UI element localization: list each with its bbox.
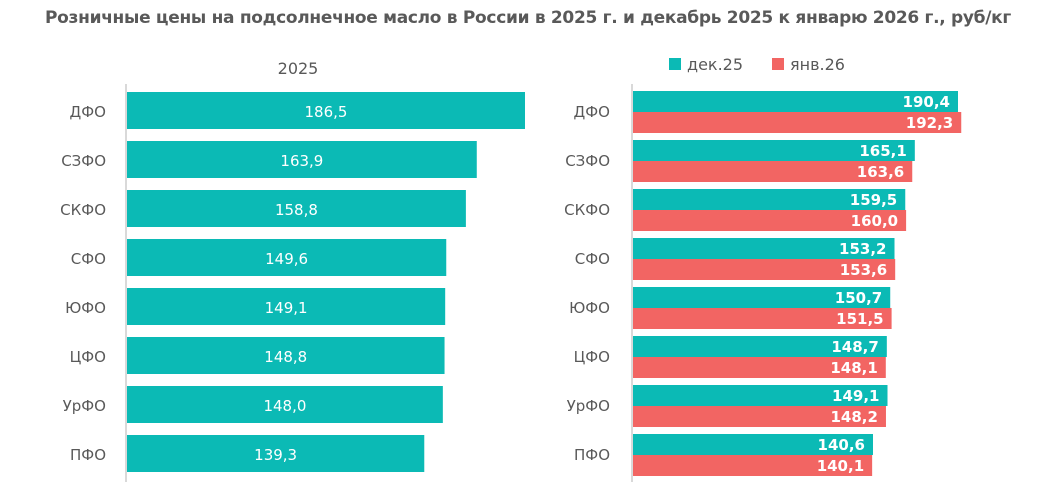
bar [127, 239, 447, 276]
bar [633, 210, 907, 231]
bar [633, 357, 886, 378]
data-label: 151,5 [836, 310, 883, 328]
category-label: СЗФО [565, 152, 610, 170]
data-label: 148,8 [264, 348, 307, 366]
data-label: 190,4 [903, 93, 950, 111]
data-label: 148,0 [263, 397, 306, 415]
data-label: 153,2 [839, 240, 886, 258]
category-label: СЗФО [61, 152, 106, 170]
category-label: ЮФО [65, 299, 106, 317]
bar [633, 406, 886, 427]
data-label: 140,1 [817, 457, 864, 475]
category-label: ПФО [574, 446, 610, 464]
bar [127, 337, 445, 374]
bar [127, 435, 425, 472]
bar [127, 141, 477, 178]
data-label: 186,5 [305, 103, 348, 121]
data-label: 163,6 [857, 163, 904, 181]
data-label: 163,9 [280, 152, 323, 170]
data-label: 148,7 [831, 338, 878, 356]
category-label: ЮФО [569, 299, 610, 317]
bar [633, 336, 887, 357]
data-label: 139,3 [254, 446, 297, 464]
category-label: ДФО [574, 103, 610, 121]
legend-swatch [772, 58, 784, 70]
bar [633, 112, 962, 133]
bar [633, 434, 873, 455]
bar [633, 140, 915, 161]
bar [633, 161, 913, 182]
bar [633, 189, 906, 210]
legend-swatch [669, 58, 681, 70]
bar [633, 238, 895, 259]
bar [633, 308, 892, 329]
bar [633, 259, 896, 280]
bar [633, 287, 891, 308]
data-label: 165,1 [859, 142, 906, 160]
bar [633, 91, 958, 112]
bar [127, 92, 525, 129]
bar [127, 386, 443, 423]
bar [633, 455, 873, 476]
category-label: ПФО [70, 446, 106, 464]
bar [127, 190, 466, 227]
data-label: 148,1 [830, 359, 877, 377]
legend-label: дек.25 [687, 55, 743, 74]
subchart-title: 2025 [278, 59, 319, 78]
data-label: 149,6 [265, 250, 308, 268]
data-label: 158,8 [275, 201, 318, 219]
bar [127, 288, 446, 325]
data-label: 148,2 [831, 408, 878, 426]
data-label: 153,6 [840, 261, 887, 279]
category-label: СКФО [60, 201, 106, 219]
category-label: ЦФО [574, 348, 610, 366]
chart-title: Розничные цены на подсолнечное масло в Р… [45, 8, 1011, 28]
category-label: СФО [575, 250, 610, 268]
category-label: ДФО [70, 103, 106, 121]
category-label: УрФО [567, 397, 610, 415]
data-label: 150,7 [835, 289, 882, 307]
legend-label: янв.26 [790, 55, 845, 74]
data-label: 149,1 [832, 387, 879, 405]
data-label: 192,3 [906, 114, 953, 132]
category-label: УрФО [63, 397, 106, 415]
category-label: СКФО [564, 201, 610, 219]
data-label: 159,5 [850, 191, 897, 209]
data-label: 140,6 [818, 436, 865, 454]
data-label: 149,1 [265, 299, 308, 317]
category-label: СФО [71, 250, 106, 268]
category-label: ЦФО [70, 348, 106, 366]
bar [633, 385, 888, 406]
data-label: 160,0 [851, 212, 898, 230]
